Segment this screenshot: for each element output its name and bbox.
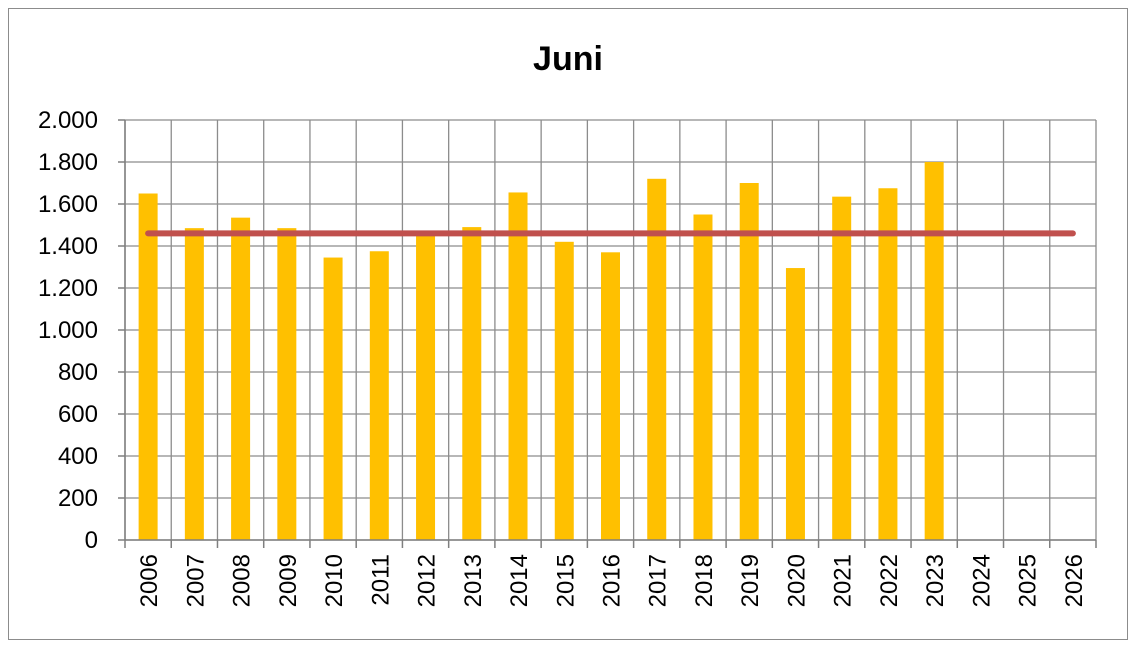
- x-tick-label: 2022: [876, 554, 903, 607]
- y-tick-label: 800: [58, 359, 98, 386]
- bar-series: [138, 162, 944, 541]
- x-tick-label: 2008: [229, 554, 256, 607]
- x-tick-label: 2007: [182, 554, 209, 607]
- x-tick-label: 2010: [321, 554, 348, 607]
- y-tick-label: 1.200: [38, 275, 98, 302]
- x-tick-label: 2009: [275, 554, 302, 607]
- x-tick-label: 2020: [783, 554, 810, 607]
- y-tick-label: 1.000: [38, 317, 98, 344]
- bar-2014: [508, 192, 528, 540]
- x-tick-label: 2024: [968, 554, 995, 607]
- x-tick-label: 2018: [691, 554, 718, 607]
- bar-2020: [785, 268, 805, 540]
- x-tick-label: 2017: [645, 554, 672, 607]
- bar-2015: [554, 241, 574, 541]
- y-tick-label: 1.800: [38, 149, 98, 176]
- x-tick-label: 2013: [460, 554, 487, 607]
- bar-2012: [416, 233, 436, 540]
- y-axis-ticks: 0 200 400 600 800 1.000 1.200 1.400 1.600 1.800 2.…: [38, 107, 98, 554]
- x-tick-label: 2021: [830, 554, 857, 607]
- x-tick-label: 2025: [1015, 554, 1042, 607]
- x-tick-label: 2015: [552, 554, 579, 607]
- x-tick-label: 2011: [367, 554, 394, 606]
- bar-2007: [184, 228, 204, 540]
- y-tick-label: 400: [58, 443, 98, 470]
- x-tick-label: 2026: [1061, 554, 1088, 607]
- x-tick-label: 2012: [414, 554, 441, 607]
- x-axis-ticks: 2006 2007 2008 2009 2010 2011 2012 2013 2014 2015…: [136, 554, 1088, 607]
- bar-2021: [832, 196, 852, 540]
- bar-2017: [647, 178, 667, 541]
- bar-2023: [924, 162, 944, 540]
- bar-2011: [369, 251, 389, 540]
- y-tick-label: 1.600: [38, 191, 98, 218]
- x-tick-label: 2016: [599, 554, 626, 607]
- bar-2022: [878, 188, 898, 540]
- x-tick-label: 2019: [737, 554, 764, 607]
- bar-2019: [739, 183, 759, 540]
- bar-2013: [462, 227, 482, 540]
- bar-2018: [693, 214, 713, 540]
- bar-2008: [231, 217, 251, 540]
- y-tick-label: 2.000: [38, 107, 98, 134]
- y-tick-label: 0: [85, 527, 98, 554]
- chart-title: Juni: [533, 40, 603, 78]
- y-tick-label: 1.400: [38, 233, 98, 260]
- axes: [118, 119, 1097, 548]
- bar-2016: [601, 252, 620, 541]
- x-tick-label: 2014: [506, 554, 533, 607]
- x-tick-label: 2006: [136, 554, 163, 607]
- bar-2010: [323, 257, 343, 540]
- x-tick-label: 2023: [922, 554, 949, 607]
- y-tick-label: 200: [58, 485, 98, 512]
- y-tick-label: 600: [58, 401, 98, 428]
- bar-2006: [138, 193, 158, 540]
- bar-2009: [277, 228, 297, 540]
